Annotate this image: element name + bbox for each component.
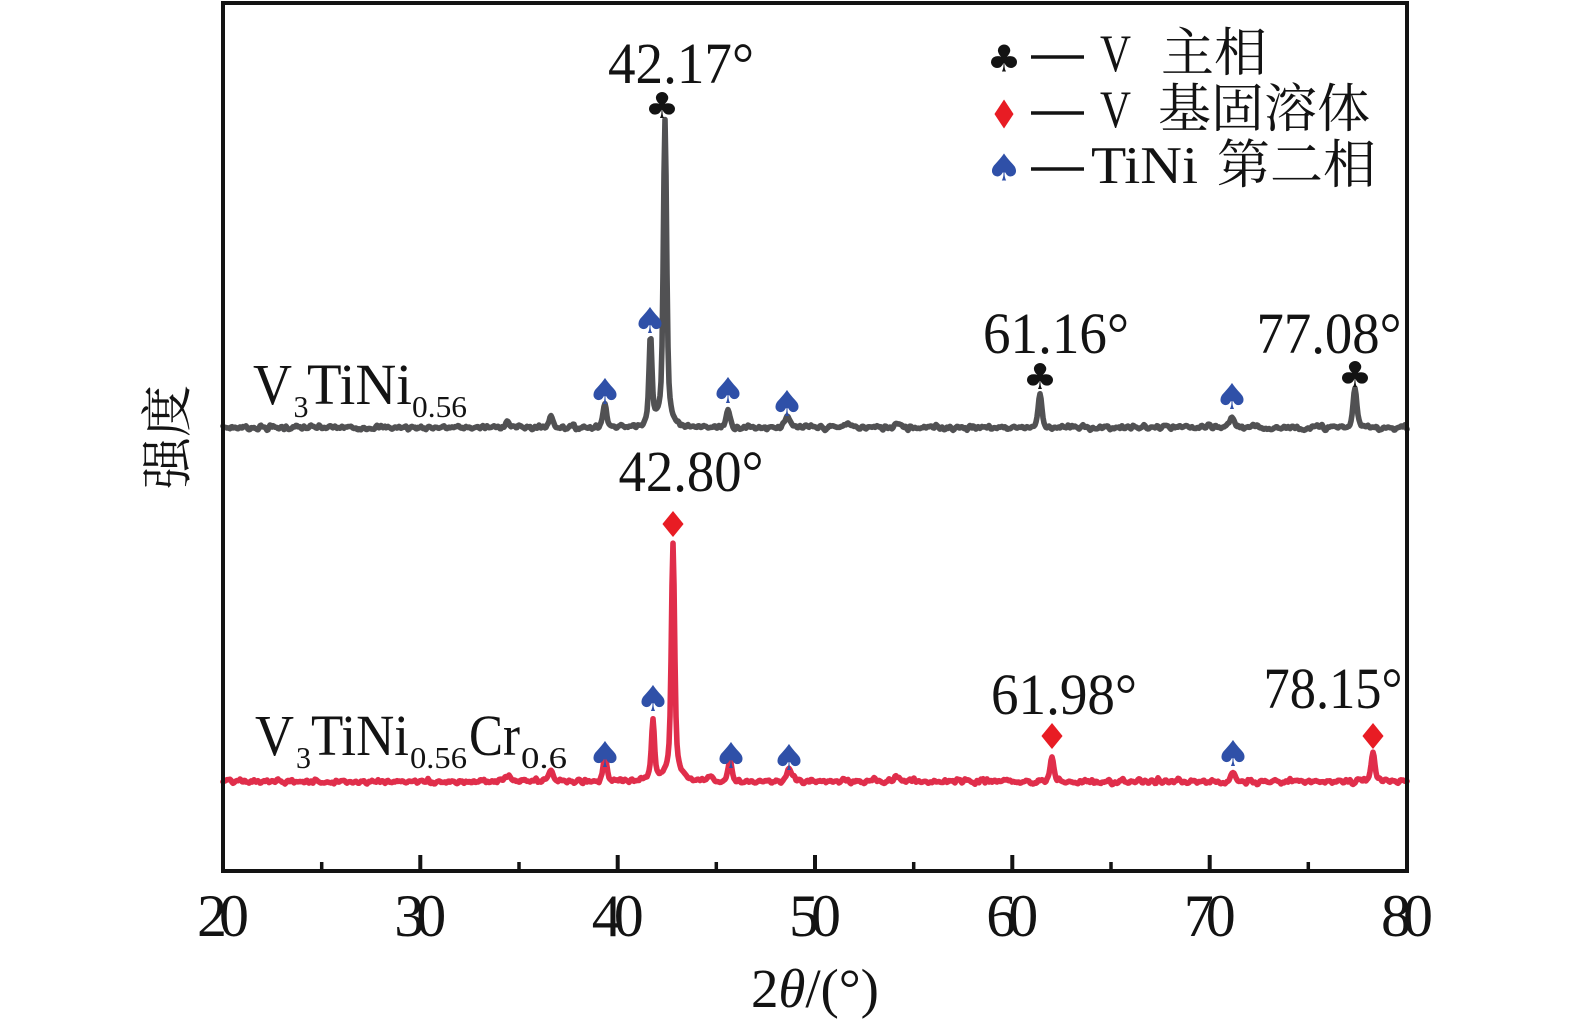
svg-text:61.98°: 61.98° <box>991 662 1137 727</box>
svg-text:V: V <box>255 703 294 768</box>
svg-text:Cr: Cr <box>469 703 520 768</box>
svg-text:50: 50 <box>789 883 841 949</box>
svg-text:40: 40 <box>592 883 644 949</box>
svg-text:V: V <box>1100 25 1131 83</box>
svg-text:V: V <box>1100 81 1131 139</box>
svg-text:3: 3 <box>294 389 309 424</box>
svg-text:70: 70 <box>1184 883 1236 949</box>
svg-text:0.56: 0.56 <box>410 740 467 775</box>
svg-text:30: 30 <box>394 883 446 949</box>
svg-text:TiNi: TiNi <box>307 352 412 417</box>
svg-text:20: 20 <box>197 883 249 949</box>
svg-text:42.17°: 42.17° <box>608 31 754 96</box>
svg-text:3: 3 <box>296 740 311 775</box>
svg-text:60: 60 <box>986 883 1038 949</box>
svg-text:2θ/(°): 2θ/(°) <box>751 958 879 1019</box>
svg-text:V: V <box>253 352 292 417</box>
svg-text:61.16°: 61.16° <box>983 301 1129 366</box>
svg-text:TiNi: TiNi <box>311 703 409 768</box>
svg-text:0.56: 0.56 <box>412 389 467 424</box>
svg-text:42.80°: 42.80° <box>619 439 764 504</box>
svg-text:78.15°: 78.15° <box>1264 656 1403 721</box>
svg-text:0.6: 0.6 <box>521 740 567 775</box>
svg-text:77.08°: 77.08° <box>1257 301 1402 366</box>
svg-text:TiNi: TiNi <box>1091 137 1198 195</box>
svg-text:80: 80 <box>1381 883 1433 949</box>
